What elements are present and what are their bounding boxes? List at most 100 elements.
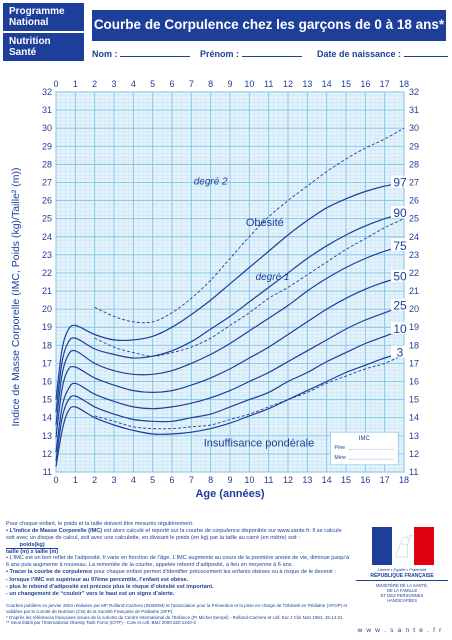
header-bar: Courbe de Corpulence chez les garçons de…: [92, 10, 446, 41]
y-tick-label-left-27: 27: [42, 177, 52, 187]
page-title: Courbe de Corpulence chez les garçons de…: [93, 17, 445, 32]
ministry-line-3: ET DES PERSONNES: [380, 593, 424, 598]
y-tick-label-right-27: 27: [409, 177, 419, 187]
prenom-field[interactable]: Prénom :: [200, 48, 302, 59]
y-tick-label-left-12: 12: [42, 449, 52, 459]
x-tick-label-bottom-5: 5: [150, 475, 155, 485]
logo-line-1: Programme: [9, 6, 65, 17]
y-tick-label-right-17: 17: [409, 358, 419, 368]
prenom-label: Prénom :: [200, 49, 240, 59]
republic-motto: Liberté • Égalité • Fraternité: [377, 567, 427, 572]
x-axis-label: Age (années): [195, 488, 264, 500]
grid-major: [55, 91, 405, 473]
chart-labels: 3 10 25 50 75 90 97 degré 2 Obésité degré 1 Insuff…: [194, 175, 409, 450]
x-tick-label-top-18: 18: [399, 79, 409, 89]
y-tick-label-right-30: 30: [409, 123, 419, 133]
x-tick-label-top-11: 11: [264, 79, 273, 89]
logo-line-2: National: [9, 17, 49, 28]
bullet-curve-line-1: - lorsque l’IMC est supérieur au 97ème p…: [6, 576, 189, 583]
bullet-curve: • Tracer la courbe de corpulence pour ch…: [6, 569, 350, 576]
series-line-iotf-17: [94, 353, 405, 430]
x-tick-label-bottom-13: 13: [302, 475, 312, 485]
series-label-97: 97: [393, 175, 407, 189]
series-label-75: 75: [393, 239, 407, 253]
y-tick-label-left-28: 28: [42, 159, 52, 169]
y-tick-label-right-31: 31: [409, 105, 419, 115]
y-tick-label-left-19: 19: [42, 322, 52, 332]
y-tick-label-right-26: 26: [409, 196, 419, 206]
naissance-input-line[interactable]: [403, 48, 448, 57]
plot-frame: [55, 91, 405, 473]
y-tick-label-left-29: 29: [42, 141, 52, 151]
series-label-bg: [391, 238, 409, 251]
y-tick-label-right-25: 25: [409, 214, 419, 224]
bullet-imc-bold: • L’Indice de Masse Corporelle (IMC): [6, 528, 103, 535]
x-tick-label-top-5: 5: [150, 79, 155, 89]
bullet-curve-line-3: - un changement de “couloir” vers le hau…: [6, 590, 175, 597]
x-tick-label-bottom-6: 6: [169, 475, 174, 485]
series-label-90: 90: [393, 206, 407, 220]
bmi-formula: poids(kg) taille (m) x taille (m): [6, 542, 59, 555]
x-tick-label-bottom-18: 18: [399, 475, 409, 485]
republique-francaise-block: Liberté • Égalité • Fraternité RÉPUBLIQU…: [356, 527, 448, 619]
series-label-3: 3: [397, 346, 404, 360]
intro-text: Pour chaque enfant, le poids et la taill…: [6, 521, 194, 527]
series-line-75: [55, 245, 405, 426]
imc-box-title: IMC: [359, 436, 371, 442]
y-tick-label-left-13: 13: [42, 431, 52, 441]
zone-label-obese: Obésité: [246, 217, 284, 229]
x-tick-label-bottom-4: 4: [131, 475, 136, 485]
y-tick-label-left-26: 26: [42, 196, 52, 206]
bullet-curve-rest: pour chaque enfant permet d’identifier p…: [92, 569, 337, 576]
prenom-input-line[interactable]: [241, 48, 302, 57]
y-tick-label-left-18: 18: [42, 340, 52, 350]
ministry-line-2: DE LA FAMILLE: [386, 588, 418, 593]
mere-label: Mère: [335, 455, 347, 461]
series-line-90: [55, 212, 405, 413]
x-tick-label-bottom-0: 0: [53, 475, 58, 485]
y-tick-label-right-28: 28: [409, 159, 419, 169]
y-tick-label-left-14: 14: [42, 413, 52, 423]
y-tick-label-right-11: 11: [409, 467, 418, 477]
axis-ticks: 0011223344556677889910101111121213131414…: [42, 79, 419, 500]
y-tick-label-right-15: 15: [409, 395, 419, 405]
nom-field[interactable]: Nom :: [92, 48, 191, 59]
y-tick-label-left-25: 25: [42, 214, 52, 224]
y-tick-label-left-11: 11: [43, 467, 52, 477]
y-tick-label-right-24: 24: [409, 232, 419, 242]
x-tick-label-top-10: 10: [244, 79, 254, 89]
y-tick-label-left-31: 31: [42, 105, 52, 115]
series-label-bg: [391, 298, 409, 311]
x-tick-label-bottom-9: 9: [227, 475, 232, 485]
logo-bottom-block: Nutrition Santé: [3, 33, 84, 61]
note-references: * D’après les références françaises issu…: [6, 614, 343, 620]
naissance-field[interactable]: Date de naissance :: [317, 48, 448, 59]
x-tick-label-bottom-2: 2: [92, 475, 97, 485]
zone-label-degree1: degré 1: [256, 272, 290, 283]
series-line-10: [55, 328, 405, 462]
x-tick-label-bottom-3: 3: [111, 475, 116, 485]
nom-input-line[interactable]: [120, 48, 191, 57]
series-label-10: 10: [393, 322, 407, 336]
x-tick-label-top-8: 8: [208, 79, 213, 89]
x-tick-label-top-6: 6: [169, 79, 174, 89]
x-tick-label-bottom-11: 11: [264, 475, 273, 485]
website-link[interactable]: w w w . s a n t e . f r: [357, 627, 443, 634]
x-tick-label-bottom-15: 15: [341, 475, 351, 485]
pere-label: Père: [335, 445, 346, 451]
explanation-text: Pour chaque enfant, le poids et la taill…: [6, 521, 350, 598]
x-tick-label-bottom-8: 8: [208, 475, 213, 485]
series-label-bg: [391, 175, 409, 188]
y-tick-label-left-22: 22: [42, 268, 52, 278]
footer-notes: Courbes publiées en janvier 2004 réalisé…: [6, 603, 350, 626]
x-tick-label-top-2: 2: [92, 79, 97, 89]
y-tick-label-left-21: 21: [42, 286, 52, 296]
series-line-iotf-25: [94, 218, 405, 357]
bullet-curve-line-2: - plus le rebond d’adiposité est précoce…: [6, 583, 214, 590]
x-tick-label-bottom-12: 12: [283, 475, 293, 485]
x-tick-label-bottom-1: 1: [73, 475, 78, 485]
y-tick-label-right-22: 22: [409, 268, 419, 278]
series-line-3: [55, 352, 405, 467]
y-tick-label-right-13: 13: [409, 431, 419, 441]
x-tick-label-top-4: 4: [131, 79, 136, 89]
